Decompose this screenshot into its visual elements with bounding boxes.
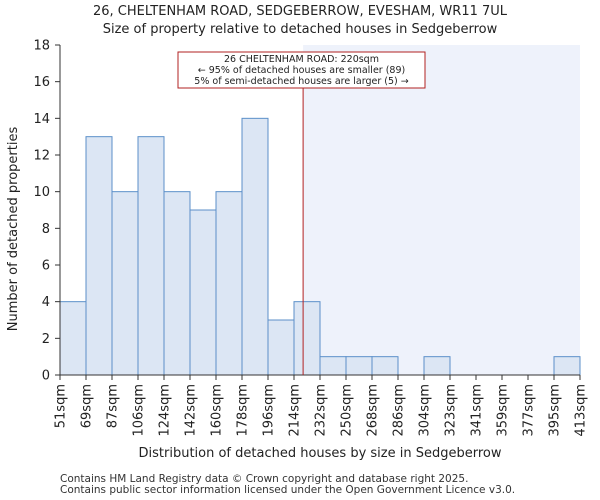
histogram-bar-268sqm [371, 356, 399, 376]
histogram-bar-232sqm [319, 356, 347, 376]
x-tick-label-341sqm: 341sqm [470, 384, 485, 437]
histogram-bar-214sqm [293, 301, 321, 376]
y-tick-label: 14 [33, 112, 50, 127]
x-tick-label-250sqm: 250sqm [340, 384, 355, 437]
y-tick-label: 6 [42, 259, 50, 274]
x-tick-label-214sqm: 214sqm [288, 384, 303, 437]
footer-credit-line-2: Contains public sector information licen… [60, 484, 516, 496]
y-tick-label: 18 [33, 39, 50, 54]
histogram-bar-106sqm [137, 136, 165, 376]
y-tick-label: 2 [42, 332, 50, 347]
x-tick-label-413sqm: 413sqm [574, 384, 589, 437]
x-tick-label-196sqm: 196sqm [262, 384, 277, 437]
x-tick-label-304sqm: 304sqm [418, 384, 433, 437]
annotation-box: 26 CHELTENHAM ROAD: 220sqm ← 95% of deta… [177, 51, 426, 89]
x-tick-label-142sqm: 142sqm [184, 384, 199, 437]
x-tick-label-268sqm: 268sqm [366, 384, 381, 437]
x-tick-label-51sqm: 51sqm [54, 384, 69, 428]
histogram-bar-142sqm [189, 209, 217, 376]
y-tick-label: 10 [33, 185, 50, 200]
histogram-bar-87sqm [111, 191, 139, 376]
y-tick-label: 8 [42, 222, 50, 237]
x-tick-label-286sqm: 286sqm [392, 384, 407, 437]
histogram-bar-196sqm [267, 319, 295, 376]
x-tick-label-124sqm: 124sqm [158, 384, 173, 437]
x-tick-label-323sqm: 323sqm [444, 384, 459, 437]
y-tick-label: 16 [33, 75, 50, 90]
annotation-line-3: 5% of semi-detached houses are larger (5… [194, 76, 408, 87]
histogram-bar-250sqm [345, 356, 373, 376]
histogram-bar-395sqm [553, 356, 581, 376]
y-axis-label: Number of detached properties [6, 127, 21, 332]
footer-credit-line-1: Contains HM Land Registry data © Crown c… [60, 473, 469, 485]
histogram-bar-304sqm [423, 356, 451, 376]
histogram-bar-178sqm [241, 117, 269, 376]
histogram-bar-160sqm [215, 191, 243, 376]
y-tick-label: 0 [42, 369, 50, 384]
histogram-bar-124sqm [163, 191, 191, 376]
x-tick-label-178sqm: 178sqm [236, 384, 251, 437]
y-tick-label: 4 [42, 295, 50, 310]
annotation-line-1: 26 CHELTENHAM ROAD: 220sqm [224, 54, 379, 65]
x-tick-label-395sqm: 395sqm [548, 384, 563, 437]
annotation-line-2: ← 95% of detached houses are smaller (89… [198, 65, 405, 76]
x-axis-label: Distribution of detached houses by size … [139, 446, 502, 461]
x-tick-label-87sqm: 87sqm [106, 384, 121, 428]
y-tick-label: 12 [33, 149, 50, 164]
x-tick-label-160sqm: 160sqm [210, 384, 225, 437]
x-tick-label-377sqm: 377sqm [522, 384, 537, 437]
chart-title: 26, CHELTENHAM ROAD, SEDGEBERROW, EVESHA… [93, 4, 508, 19]
x-tick-label-232sqm: 232sqm [314, 384, 329, 437]
x-tick-label-359sqm: 359sqm [496, 384, 511, 437]
x-tick-label-69sqm: 69sqm [80, 384, 95, 428]
chart-subtitle: Size of property relative to detached ho… [103, 22, 498, 37]
histogram-bar-51sqm [59, 301, 87, 376]
x-tick-label-106sqm: 106sqm [132, 384, 147, 437]
larger-than-property-region [303, 45, 580, 375]
histogram-bar-69sqm [85, 136, 113, 376]
